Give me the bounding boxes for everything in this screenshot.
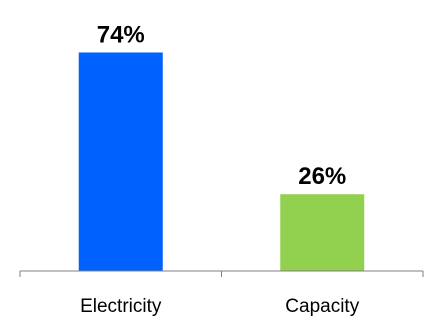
- bar-electricity: [78, 52, 163, 271]
- bar-capacity: [280, 194, 365, 271]
- value-label-capacity: 26%: [298, 163, 346, 190]
- value-labels-group: 74% 26%: [97, 21, 347, 190]
- category-label-electricity: Electricity: [80, 296, 162, 317]
- category-labels-group: Electricity Capacity: [80, 296, 360, 317]
- category-label-capacity: Capacity: [285, 296, 359, 317]
- value-label-electricity: 74%: [97, 21, 145, 48]
- bars-group: [78, 52, 365, 271]
- x-axis: [19, 270, 424, 277]
